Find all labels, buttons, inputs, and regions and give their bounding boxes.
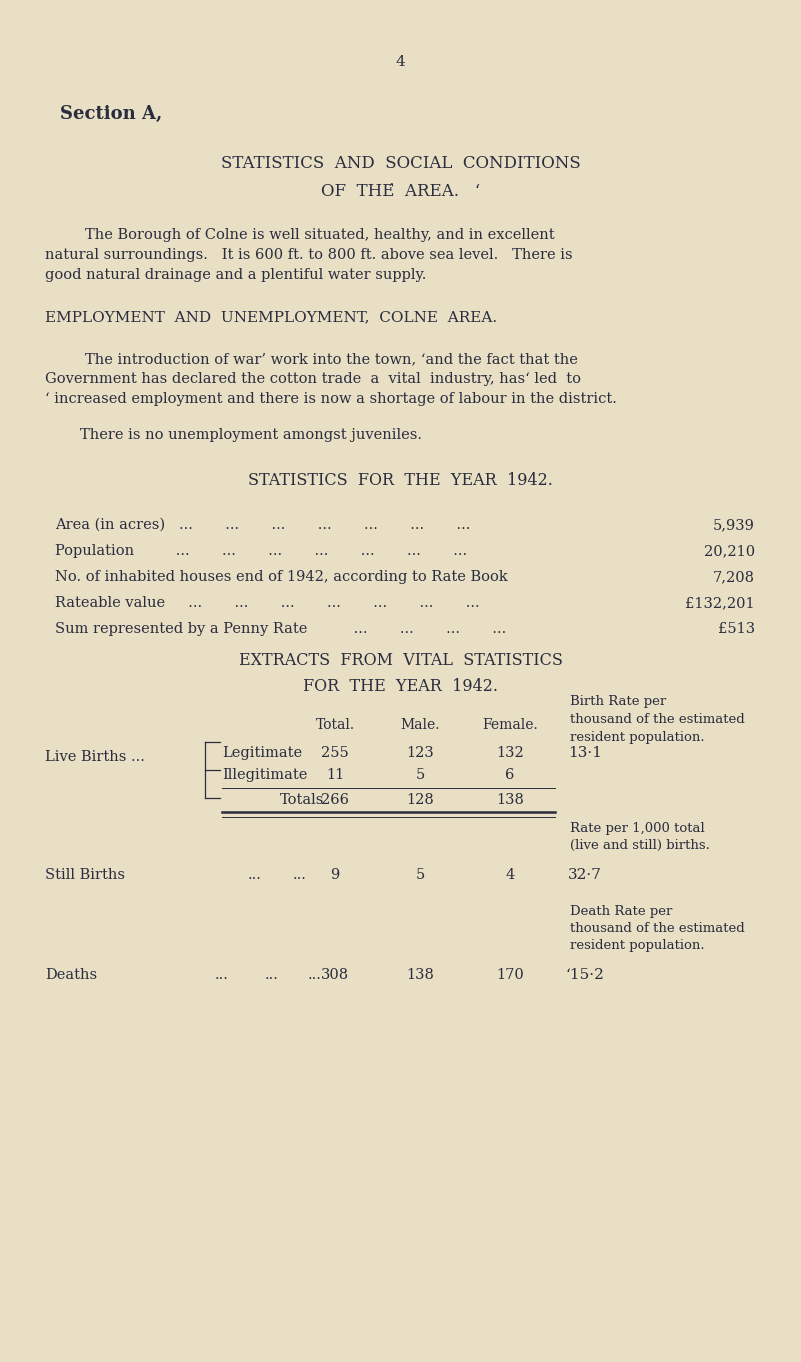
Text: ...: ... [215,968,229,982]
Text: 5,939: 5,939 [713,518,755,533]
Text: 123: 123 [406,746,434,760]
Text: Still Births: Still Births [45,868,125,883]
Text: The Borough of Colne is well situated, healthy, and in excellent: The Borough of Colne is well situated, h… [85,227,554,242]
Text: good natural drainage and a plentiful water supply.: good natural drainage and a plentiful wa… [45,268,426,282]
Text: ...: ... [248,868,262,883]
Text: The introduction of war’ work into the town, ‘and the fact that the: The introduction of war’ work into the t… [85,351,578,366]
Text: 7,208: 7,208 [713,571,755,584]
Text: Totals: Totals [280,793,324,808]
Text: Total.: Total. [316,718,355,731]
Text: 11: 11 [326,768,344,782]
Text: ‘ increased employment and there is now a shortage of labour in the district.: ‘ increased employment and there is now … [45,392,617,406]
Text: 13·1: 13·1 [568,746,602,760]
Text: OF  THÉ  AREA.   ‘: OF THÉ AREA. ‘ [321,183,480,200]
Text: 5: 5 [416,768,425,782]
Text: Live Births ...: Live Births ... [45,750,145,764]
Text: 138: 138 [406,968,434,982]
Text: 132: 132 [496,746,524,760]
Text: 308: 308 [321,968,349,982]
Text: Death Rate per: Death Rate per [570,904,672,918]
Text: Population         ...       ...       ...       ...       ...       ...       .: Population ... ... ... ... ... ... . [55,543,467,558]
Text: 5: 5 [416,868,425,883]
Text: 128: 128 [406,793,434,808]
Text: STATISTICS  FOR  THE  YEAR  1942.: STATISTICS FOR THE YEAR 1942. [248,473,553,489]
Text: Government has declared the cotton trade  a  vital  industry, has‘ led  to: Government has declared the cotton trade… [45,372,581,385]
Text: resident population.: resident population. [570,938,705,952]
Text: There is no unemployment amongst juveniles.: There is no unemployment amongst juvenil… [80,428,422,443]
Text: 32·7: 32·7 [568,868,602,883]
Text: EXTRACTS  FROM  VITAL  STATISTICS: EXTRACTS FROM VITAL STATISTICS [239,652,562,669]
Text: ...: ... [265,968,279,982]
Text: 6: 6 [505,768,515,782]
Text: 4: 4 [396,54,405,69]
Text: ...: ... [308,968,322,982]
Text: £513: £513 [718,622,755,636]
Text: Female.: Female. [482,718,538,731]
Text: EMPLOYMENT  AND  UNEMPLOYMENT,  COLNE  AREA.: EMPLOYMENT AND UNEMPLOYMENT, COLNE AREA. [45,311,497,324]
Text: Rateable value     ...       ...       ...       ...       ...       ...       .: Rateable value ... ... ... ... ... ... . [55,597,480,610]
Text: 4: 4 [505,868,514,883]
Text: Area (in acres)   ...       ...       ...       ...       ...       ...       ..: Area (in acres) ... ... ... ... ... ... … [55,518,470,533]
Text: Male.: Male. [400,718,440,731]
Text: ...: ... [293,868,307,883]
Text: Section A,: Section A, [60,105,163,123]
Text: Illegitimate: Illegitimate [222,768,308,782]
Text: 9: 9 [330,868,340,883]
Text: STATISTICS  AND  SOCIAL  CONDITIONS: STATISTICS AND SOCIAL CONDITIONS [220,155,581,172]
Text: 266: 266 [321,793,349,808]
Text: 20,210: 20,210 [704,543,755,558]
Text: Legitimate: Legitimate [222,746,302,760]
Text: Birth Rate per: Birth Rate per [570,695,666,708]
Text: Sum represented by a Penny Rate          ...       ...       ...       ...: Sum represented by a Penny Rate ... ... … [55,622,506,636]
Text: resident population.: resident population. [570,731,705,744]
Text: thousand of the estimated: thousand of the estimated [570,922,745,934]
Text: Deaths: Deaths [45,968,97,982]
Text: ‘15·2: ‘15·2 [566,968,605,982]
Text: thousand of the estimated: thousand of the estimated [570,712,745,726]
Text: No. of inhabited houses end of 1942, according to Rate Book: No. of inhabited houses end of 1942, acc… [55,571,508,584]
Text: 170: 170 [496,968,524,982]
Text: natural surroundings.   It is 600 ft. to 800 ft. above sea level.   There is: natural surroundings. It is 600 ft. to 8… [45,248,573,262]
Text: FOR  THE  YEAR  1942.: FOR THE YEAR 1942. [303,678,498,695]
Text: Rate per 1,000 total: Rate per 1,000 total [570,823,705,835]
Text: 255: 255 [321,746,349,760]
Text: 138: 138 [496,793,524,808]
Text: £132,201: £132,201 [686,597,755,610]
Text: (live and still) births.: (live and still) births. [570,839,710,853]
